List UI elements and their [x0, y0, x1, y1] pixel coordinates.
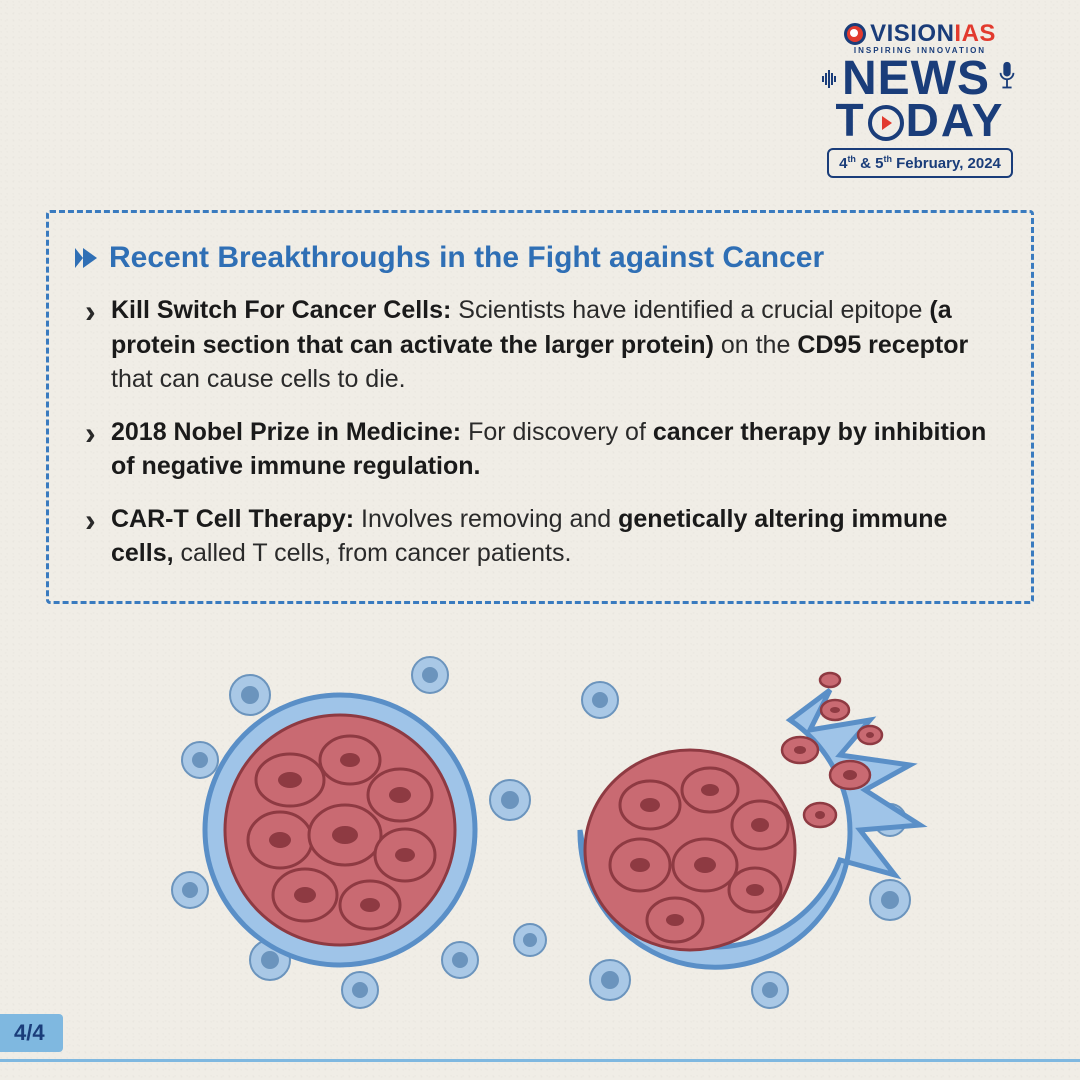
brand-icon	[844, 23, 866, 45]
brand-line: VISIONIAS	[800, 20, 1040, 48]
list-item: CAR-T Cell Therapy: Involves removing an…	[111, 502, 997, 571]
page-indicator: 4/4	[0, 1014, 63, 1052]
brand-name-part2: IAS	[954, 20, 996, 47]
soundwave-icon	[822, 70, 836, 88]
section-title-text: Recent Breakthroughs in the Fight agains…	[109, 241, 824, 275]
bullet-list: Kill Switch For Cancer Cells: Scientists…	[83, 293, 997, 571]
footer-divider	[0, 1059, 1080, 1062]
section-heading: Recent Breakthroughs in the Fight agains…	[83, 241, 997, 275]
date-badge: 4th & 5th February, 2024	[827, 148, 1013, 178]
cell-right	[580, 673, 920, 967]
cell-left	[205, 695, 475, 965]
today-prefix: T	[835, 100, 865, 141]
list-item: Kill Switch For Cancer Cells: Scientists…	[111, 293, 997, 397]
list-item: 2018 Nobel Prize in Medicine: For discov…	[111, 415, 997, 484]
brand-name-part1: VISION	[870, 20, 954, 47]
headline-row-2: T DAY	[800, 100, 1040, 141]
brand-header: VISIONIAS INSPIRING INNOVATION NEWS T DA…	[800, 20, 1040, 178]
play-icon	[868, 105, 904, 141]
cells-svg	[130, 640, 950, 1020]
today-suffix: DAY	[906, 100, 1005, 141]
brand-name: VISIONIAS	[870, 20, 996, 48]
content-panel: Recent Breakthroughs in the Fight agains…	[46, 210, 1034, 604]
microphone-icon	[996, 60, 1018, 97]
cell-illustration	[0, 640, 1080, 1020]
heading-arrow-icon	[83, 248, 97, 268]
